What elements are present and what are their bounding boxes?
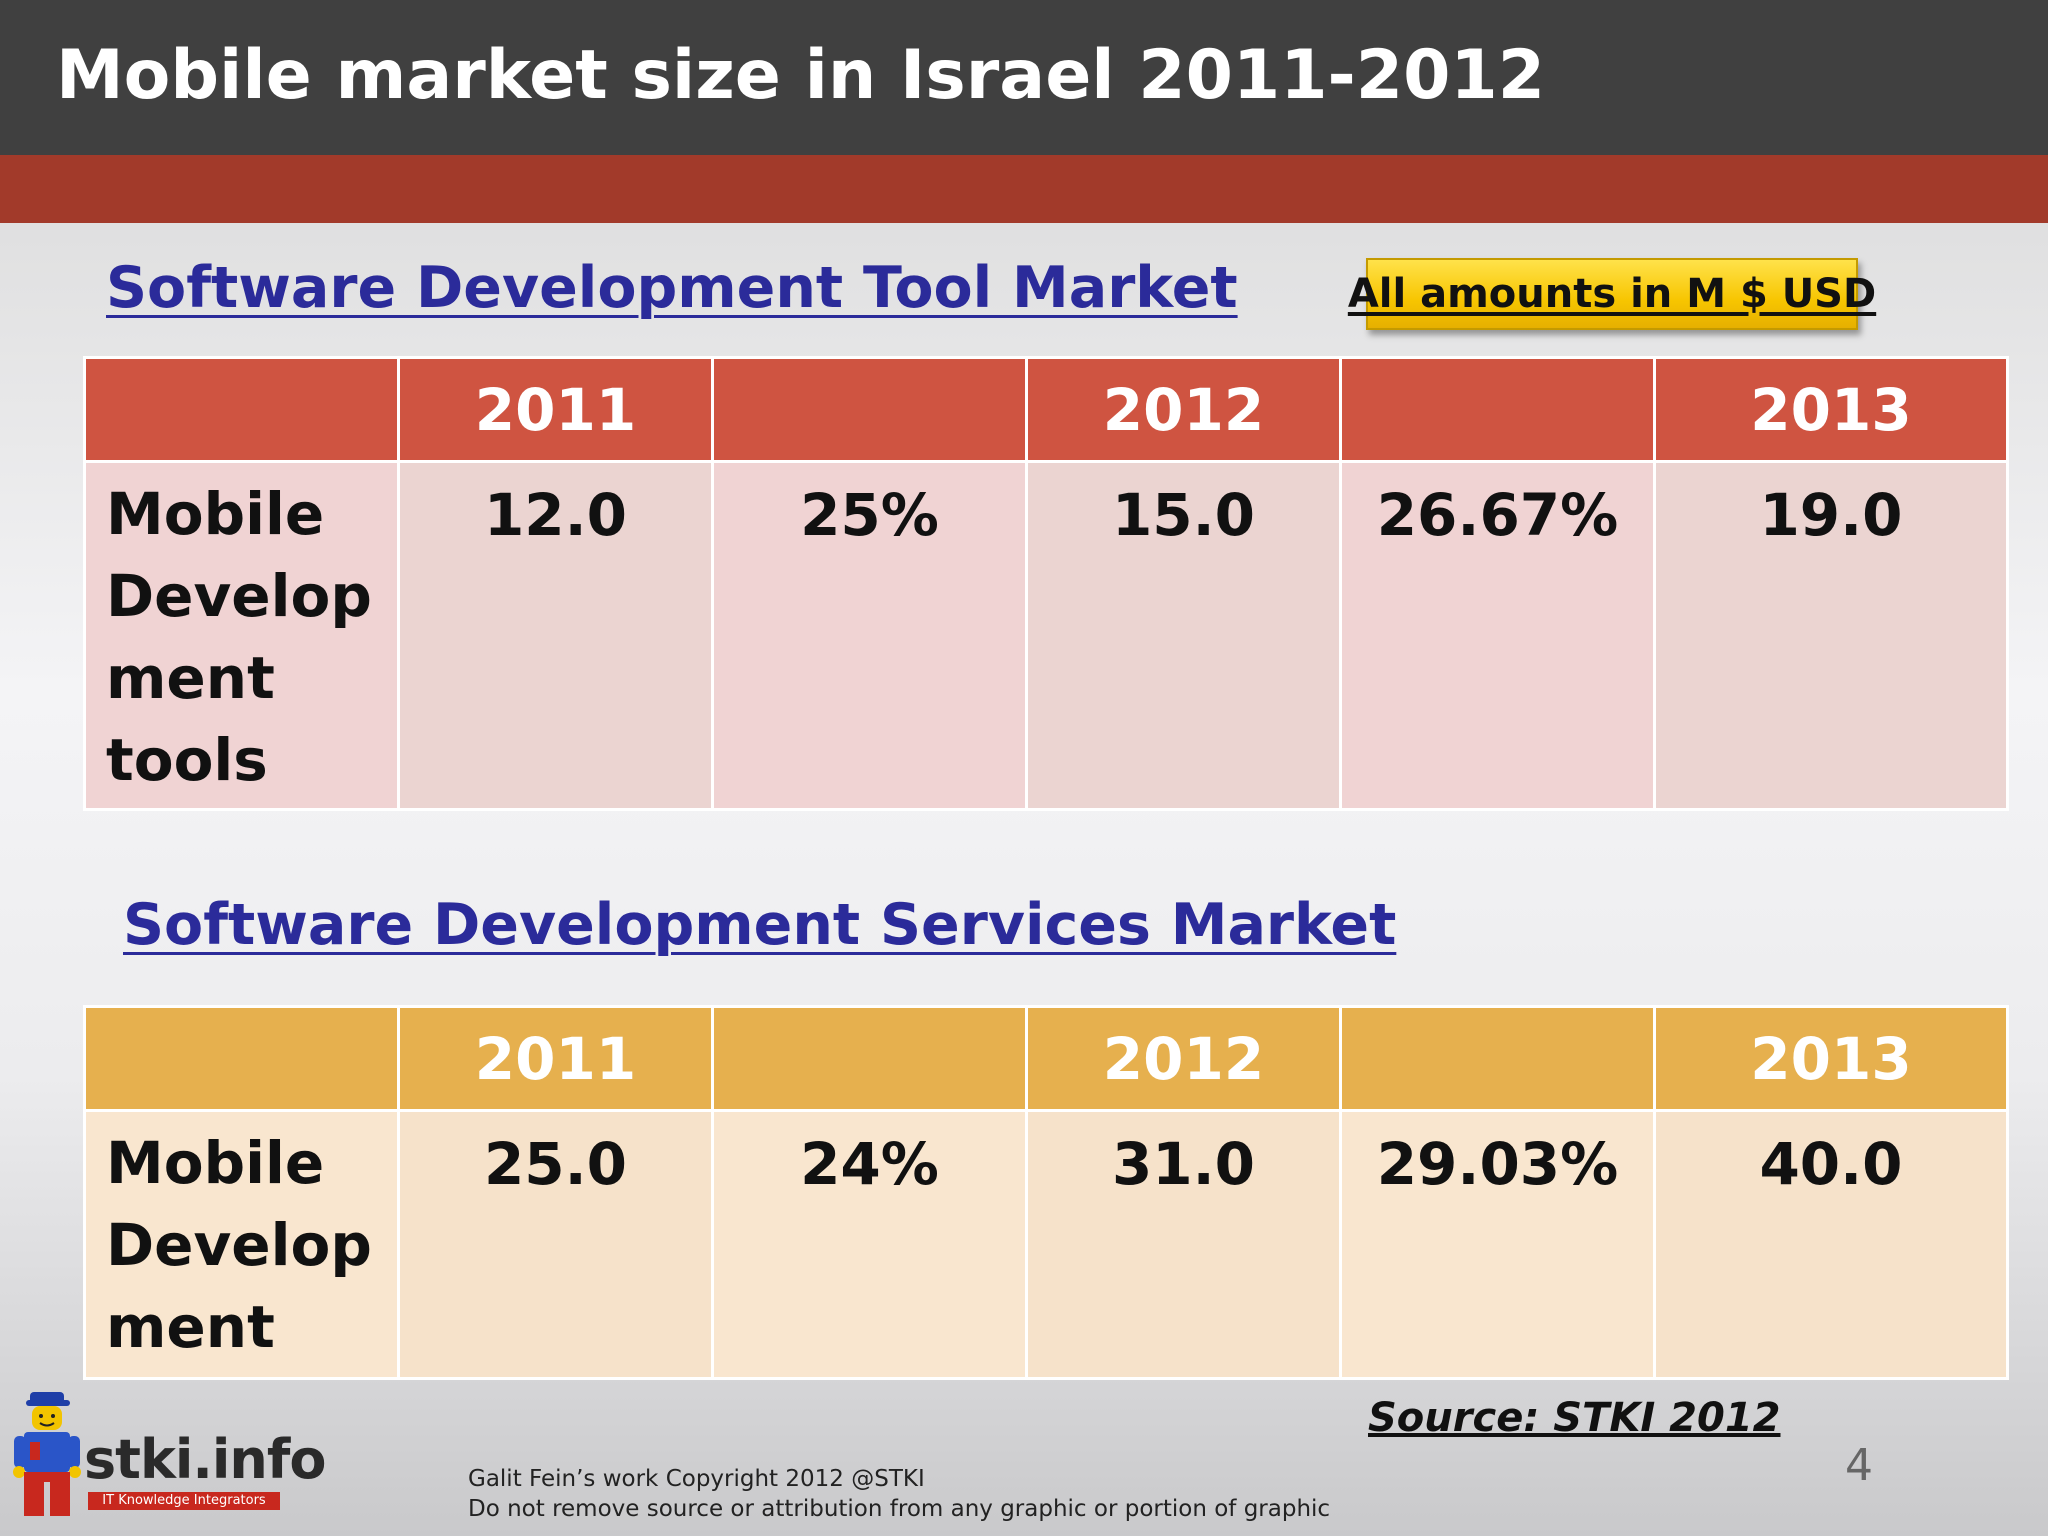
header-cell <box>711 1005 1028 1112</box>
copyright-line: Galit Fein’s work Copyright 2012 @STKI <box>468 1466 925 1492</box>
copyright-notice: Galit Fein’s work Copyright 2012 @STKI D… <box>468 1464 1330 1524</box>
attribution-line: Do not remove source or attribution from… <box>468 1496 1331 1522</box>
page-number: 4 <box>1845 1440 1873 1491</box>
table-row: Mobile Develop ment 25.0 24% 31.0 29.03%… <box>83 1109 2009 1380</box>
growth-2011-2012: 25% <box>711 460 1028 811</box>
table-header-row: 2011 2012 2013 <box>83 1005 2009 1112</box>
header-cell <box>1339 356 1656 463</box>
header-cell <box>1339 1005 1656 1112</box>
logo-text: stki.info <box>84 1428 326 1491</box>
lego-figure-icon <box>13 1392 81 1516</box>
growth-2011-2012: 24% <box>711 1109 1028 1380</box>
table-row: Mobile Develop ment tools 12.0 25% 15.0 … <box>83 460 2009 811</box>
value-2012: 15.0 <box>1025 460 1342 811</box>
stki-logo: stki.info IT Knowledge Integrators <box>8 1390 326 1520</box>
row-label-line: Develop <box>106 562 372 630</box>
header-cell-2013: 2013 <box>1653 356 2009 463</box>
table-header-row: 2011 2012 2013 <box>83 356 2009 463</box>
value-2013: 19.0 <box>1653 460 2009 811</box>
currency-badge-label: All amounts in M $ USD <box>1347 271 1877 317</box>
slide-title: Mobile market size in Israel 2011-2012 <box>56 36 1546 115</box>
header-cell <box>83 356 400 463</box>
header-cell <box>711 356 1028 463</box>
currency-badge: All amounts in M $ USD <box>1348 258 1876 330</box>
slide-header: Mobile market size in Israel 2011-2012 <box>0 0 2048 155</box>
growth-2012-2013: 26.67% <box>1339 460 1656 811</box>
tool-market-table: 2011 2012 2013 Mobile Develop ment tools… <box>83 356 2009 811</box>
row-label: Mobile Develop ment <box>83 1109 400 1380</box>
header-cell-2013: 2013 <box>1653 1005 2009 1112</box>
value-2013: 40.0 <box>1653 1109 2009 1380</box>
row-label-line: ment <box>106 1293 275 1361</box>
growth-2012-2013: 29.03% <box>1339 1109 1656 1380</box>
value-2012: 31.0 <box>1025 1109 1342 1380</box>
row-label-line: ment <box>106 644 275 712</box>
value-2011: 25.0 <box>397 1109 714 1380</box>
accent-band <box>0 155 2048 223</box>
header-cell-2011: 2011 <box>397 1005 714 1112</box>
services-market-table: 2011 2012 2013 Mobile Develop ment 25.0 … <box>83 1005 2009 1380</box>
row-label-line: tools <box>106 726 268 794</box>
value-2011: 12.0 <box>397 460 714 811</box>
row-label-line: Mobile <box>106 1129 325 1197</box>
header-cell-2012: 2012 <box>1025 356 1342 463</box>
logo-tagline: IT Knowledge Integrators <box>88 1492 280 1510</box>
header-cell <box>83 1005 400 1112</box>
row-label-line: Develop <box>106 1211 372 1279</box>
row-label-line: Mobile <box>106 480 325 548</box>
tool-market-title: Software Development Tool Market <box>106 255 1238 321</box>
services-market-title: Software Development Services Market <box>123 892 1397 958</box>
row-label: Mobile Develop ment tools <box>83 460 400 811</box>
header-cell-2011: 2011 <box>397 356 714 463</box>
header-cell-2012: 2012 <box>1025 1005 1342 1112</box>
source-note: Source: STKI 2012 <box>1368 1395 1781 1441</box>
